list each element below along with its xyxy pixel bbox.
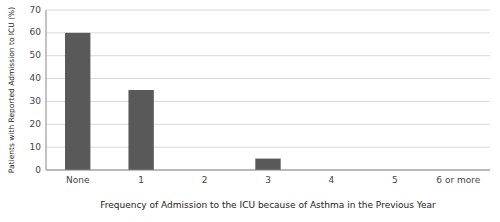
grid (46, 10, 490, 170)
x-tick-label: None (66, 175, 90, 185)
chart-svg: 0 10 20 30 40 50 60 70 None 1 2 3 4 5 6 or more Frequen… (0, 0, 500, 222)
grid-line (46, 55, 490, 56)
y-tick-label: 20 (30, 119, 42, 129)
y-tick-label: 0 (35, 165, 41, 175)
grid-line (46, 170, 490, 171)
x-tick-label: 1 (138, 175, 144, 185)
bar (128, 90, 153, 170)
grid-line (46, 147, 490, 148)
grid-line (46, 124, 490, 125)
grid-line (46, 101, 490, 102)
x-axis-line (46, 170, 490, 171)
y-tick-label: 70 (30, 5, 42, 15)
bars (65, 33, 281, 170)
y-tick-label: 60 (30, 27, 42, 37)
y-axis-label: Patients with Reported Admission to ICU … (7, 7, 16, 173)
y-tick-label: 10 (30, 142, 42, 152)
chart-container: 0 10 20 30 40 50 60 70 None 1 2 3 4 5 6 or more Frequen… (0, 0, 500, 222)
y-axis-line (46, 10, 47, 170)
x-tick-label: 3 (265, 175, 271, 185)
x-tick-label: 6 or more (436, 175, 480, 185)
bar (255, 159, 280, 170)
x-tick-label: 4 (329, 175, 335, 185)
x-tick-label: 2 (202, 175, 208, 185)
x-axis-label: Frequency of Admission to the ICU becaus… (100, 200, 436, 210)
grid-line (46, 32, 490, 33)
grid-line (46, 10, 490, 11)
bar (65, 33, 90, 170)
y-tick-label: 40 (30, 73, 42, 83)
y-tick-label: 30 (30, 96, 42, 106)
y-tick-label: 50 (30, 50, 42, 60)
grid-line (46, 78, 490, 79)
x-tick-label: 5 (392, 175, 398, 185)
